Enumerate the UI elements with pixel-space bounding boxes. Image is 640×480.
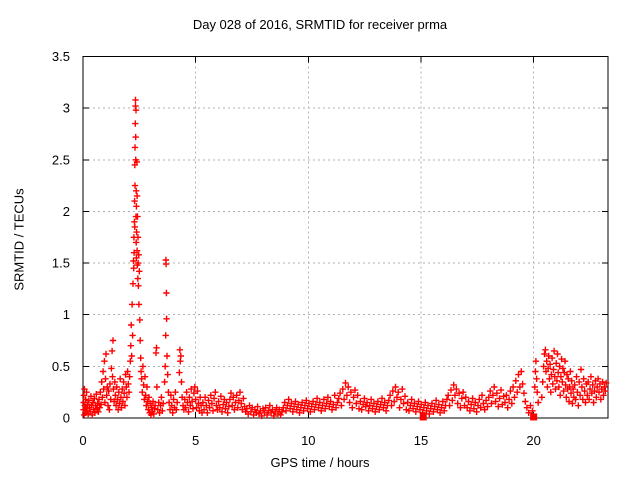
y-tick-label: 0 xyxy=(63,411,70,426)
y-tick-label: 2 xyxy=(63,204,70,219)
scatter-square-point xyxy=(530,413,538,421)
axis-border xyxy=(82,56,609,419)
x-tick-label: 5 xyxy=(192,433,199,448)
scatter-plus-points xyxy=(80,96,610,420)
x-tick-label: 15 xyxy=(414,433,428,448)
scatter-square-point xyxy=(419,413,427,421)
y-tick-label: 3.5 xyxy=(52,49,70,64)
x-tick-label: 20 xyxy=(526,433,540,448)
chart-title: Day 028 of 2016, SRMTID for receiver prm… xyxy=(192,17,448,32)
y-tick-label: 1.5 xyxy=(52,256,70,271)
y-tick-label: 3 xyxy=(63,101,70,116)
y-tick-label: 2.5 xyxy=(52,152,70,167)
x-tick-label: 0 xyxy=(79,433,86,448)
y-tick-label: 0.5 xyxy=(52,359,70,374)
x-axis-label: GPS time / hours xyxy=(270,455,370,470)
x-tick-label: 10 xyxy=(301,433,315,448)
y-tick-label: 1 xyxy=(63,307,70,322)
